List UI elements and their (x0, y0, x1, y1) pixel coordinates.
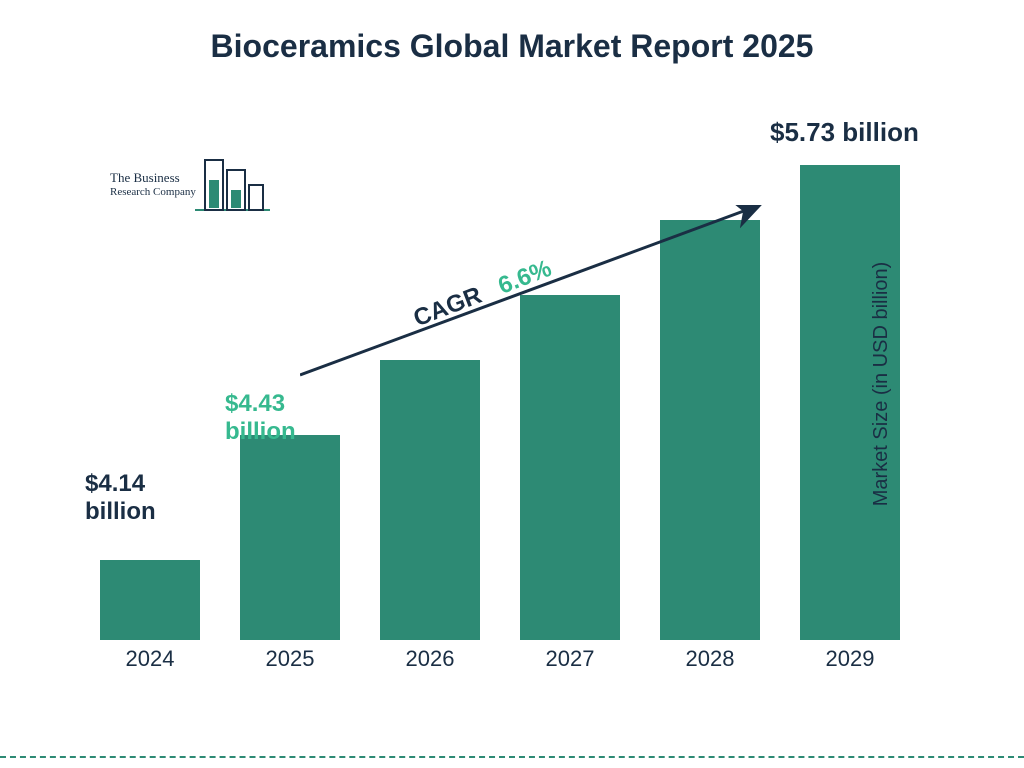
value-label-line2: billion (85, 498, 156, 526)
value-label-2025: $4.43 billion (225, 390, 296, 445)
bottom-dashed-line (0, 756, 1024, 758)
value-label-line2: billion (225, 418, 296, 446)
x-axis-labels: 2024 2025 2026 2027 2028 2029 (80, 640, 920, 680)
xlabel: 2025 (230, 640, 350, 672)
value-label-2029: $5.73 billion (770, 118, 919, 148)
bar-2027 (520, 295, 620, 640)
chart-title-text: Bioceramics Global Market Report 2025 (211, 28, 814, 64)
value-label-line1: $4.14 (85, 470, 156, 498)
y-axis-label: Market Size (in USD billion) (870, 262, 893, 507)
value-label-2024: $4.14 billion (85, 470, 156, 525)
value-label-line1: $5.73 billion (770, 117, 919, 147)
chart-title: Bioceramics Global Market Report 2025 (0, 28, 1024, 65)
xlabel: 2029 (790, 640, 910, 672)
bar-wrap (230, 435, 350, 640)
bar-2025 (240, 435, 340, 640)
bar-wrap (90, 560, 210, 640)
xlabel: 2024 (90, 640, 210, 672)
xlabel: 2028 (650, 640, 770, 672)
xlabel: 2026 (370, 640, 490, 672)
chart-area: 2024 2025 2026 2027 2028 2029 (80, 120, 920, 680)
value-label-line1: $4.43 (225, 390, 296, 418)
bar-wrap (510, 295, 630, 640)
bars-container (80, 120, 920, 640)
bar-2024 (100, 560, 200, 640)
bar-wrap (370, 360, 490, 640)
xlabel: 2027 (510, 640, 630, 672)
bar-wrap (650, 220, 770, 640)
bar-2026 (380, 360, 480, 640)
bar-2028 (660, 220, 760, 640)
